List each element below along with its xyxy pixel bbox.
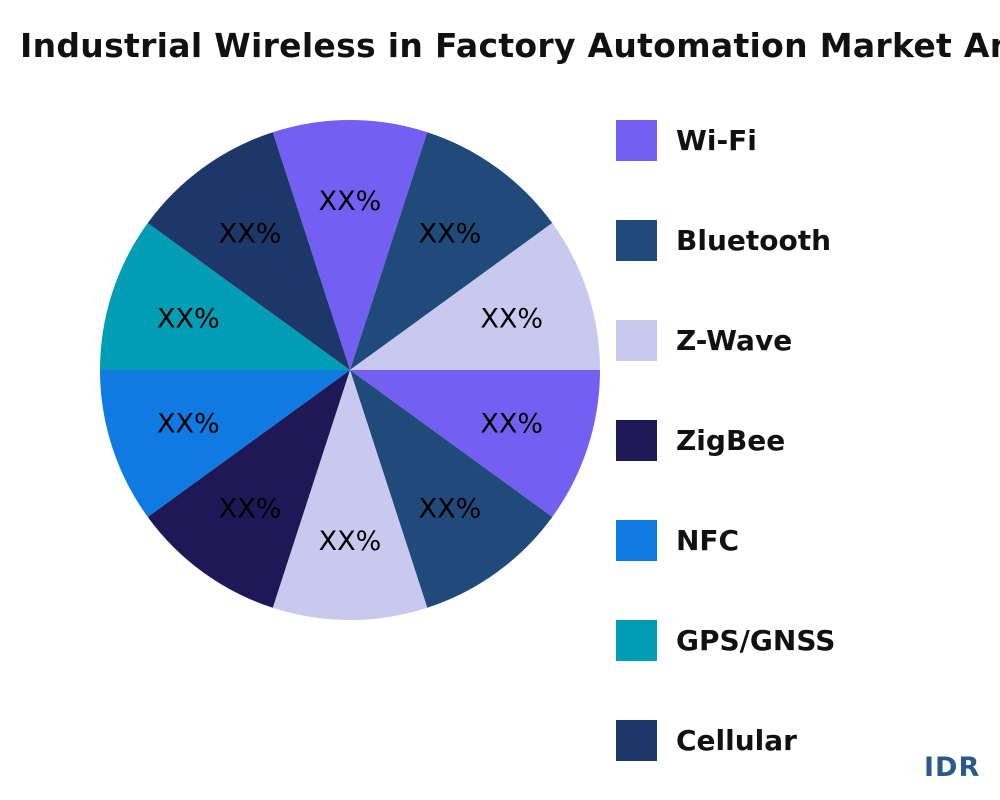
- legend-item-zigbee: ZigBee: [616, 420, 996, 462]
- legend-item-bluetooth: Bluetooth: [616, 220, 996, 262]
- legend-item-cellular: Cellular: [616, 720, 996, 762]
- legend-label: Cellular: [676, 724, 797, 757]
- legend-item-nfc: NFC: [616, 520, 996, 562]
- pie-slice-z-wave: [350, 223, 600, 370]
- legend-label: Z-Wave: [676, 324, 793, 357]
- legend-label: ZigBee: [676, 424, 786, 457]
- slice-value-label: XX%: [419, 494, 482, 525]
- legend-label: Bluetooth: [676, 224, 832, 257]
- pie-slice-bluetooth: [350, 132, 553, 370]
- legend-swatch: [616, 420, 657, 461]
- legend-item-wi-fi: Wi-Fi: [616, 120, 996, 162]
- pie-slice-z-wave: [272, 370, 428, 620]
- legend-swatch: [616, 520, 657, 561]
- legend-label: Wi-Fi: [676, 124, 757, 157]
- legend-label: GPS/GNSS: [676, 624, 836, 657]
- pie-slice-wi-fi: [272, 119, 428, 370]
- legend-swatch: [616, 120, 657, 161]
- slice-value-label: XX%: [157, 409, 220, 440]
- slice-value-label: XX%: [319, 526, 382, 557]
- legend-swatch: [616, 320, 657, 361]
- legend-item-z-wave: Z-Wave: [616, 320, 996, 362]
- slice-value-label: XX%: [480, 409, 543, 440]
- pie-slice-gps-gnss: [100, 223, 350, 370]
- legend-swatch: [616, 220, 657, 261]
- legend-swatch: [616, 720, 657, 761]
- pie-slice-zigbee: [147, 370, 350, 608]
- chart-title: Industrial Wireless in Factory Automatio…: [20, 26, 1000, 65]
- slice-value-label: XX%: [319, 186, 382, 217]
- pie-slice-cellular: [147, 132, 350, 370]
- legend-swatch: [616, 620, 657, 661]
- slice-value-label: XX%: [419, 218, 482, 249]
- pie-slice-nfc: [100, 370, 350, 517]
- pie-slice-wi-fi: [350, 370, 600, 517]
- slice-value-label: XX%: [480, 303, 543, 334]
- legend-item-gps-gnss: GPS/GNSS: [616, 620, 996, 662]
- slice-value-label: XX%: [157, 303, 220, 334]
- pie-slice-bluetooth: [350, 370, 553, 608]
- slice-value-label: XX%: [219, 218, 282, 249]
- pie-slices: [100, 119, 600, 620]
- brand-logo: IDR: [924, 752, 981, 783]
- slice-value-label: XX%: [219, 494, 282, 525]
- pie-labels: XX% XX% XX% XX% XX% XX% XX% XX% XX% XX%: [157, 186, 543, 557]
- legend-label: NFC: [676, 524, 740, 557]
